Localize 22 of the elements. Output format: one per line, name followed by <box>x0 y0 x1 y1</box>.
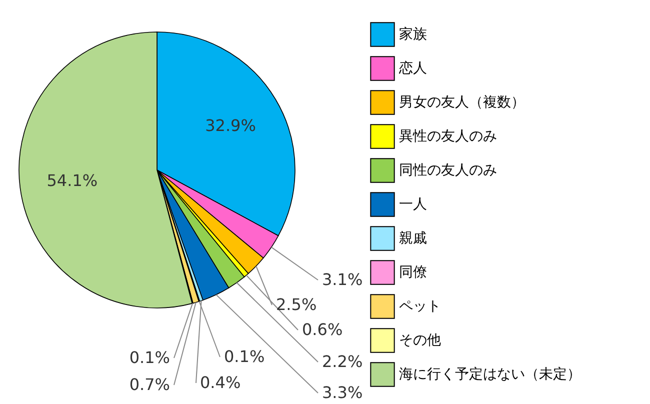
legend-label: 恋人 <box>398 60 427 76</box>
legend-label: 海に行く予定はない（未定） <box>399 366 581 382</box>
legend-label: 同性の友人のみ <box>399 162 497 178</box>
legend-label: 家族 <box>399 26 427 42</box>
data-label: 0.1% <box>224 347 265 366</box>
legend-label: その他 <box>399 332 441 348</box>
data-label: 0.7% <box>129 375 170 394</box>
legend-label: ペット <box>399 298 441 314</box>
data-label: 0.6% <box>302 320 343 339</box>
data-label: 3.1% <box>322 270 363 289</box>
legend-label: 男女の友人（複数） <box>399 94 525 110</box>
data-label: 0.1% <box>129 348 170 367</box>
legend-label: 親戚 <box>399 230 427 246</box>
data-label: 32.9% <box>205 116 256 136</box>
data-label: 0.4% <box>200 373 241 392</box>
legend-label: 一人 <box>399 196 427 212</box>
legend-label: 同僚 <box>399 264 427 280</box>
data-label: 2.5% <box>276 295 317 314</box>
data-label: 2.2% <box>322 352 363 371</box>
legend-label: 異性の友人のみ <box>399 128 497 144</box>
data-label: 54.1% <box>46 170 98 190</box>
data-label: 3.3% <box>322 383 363 402</box>
